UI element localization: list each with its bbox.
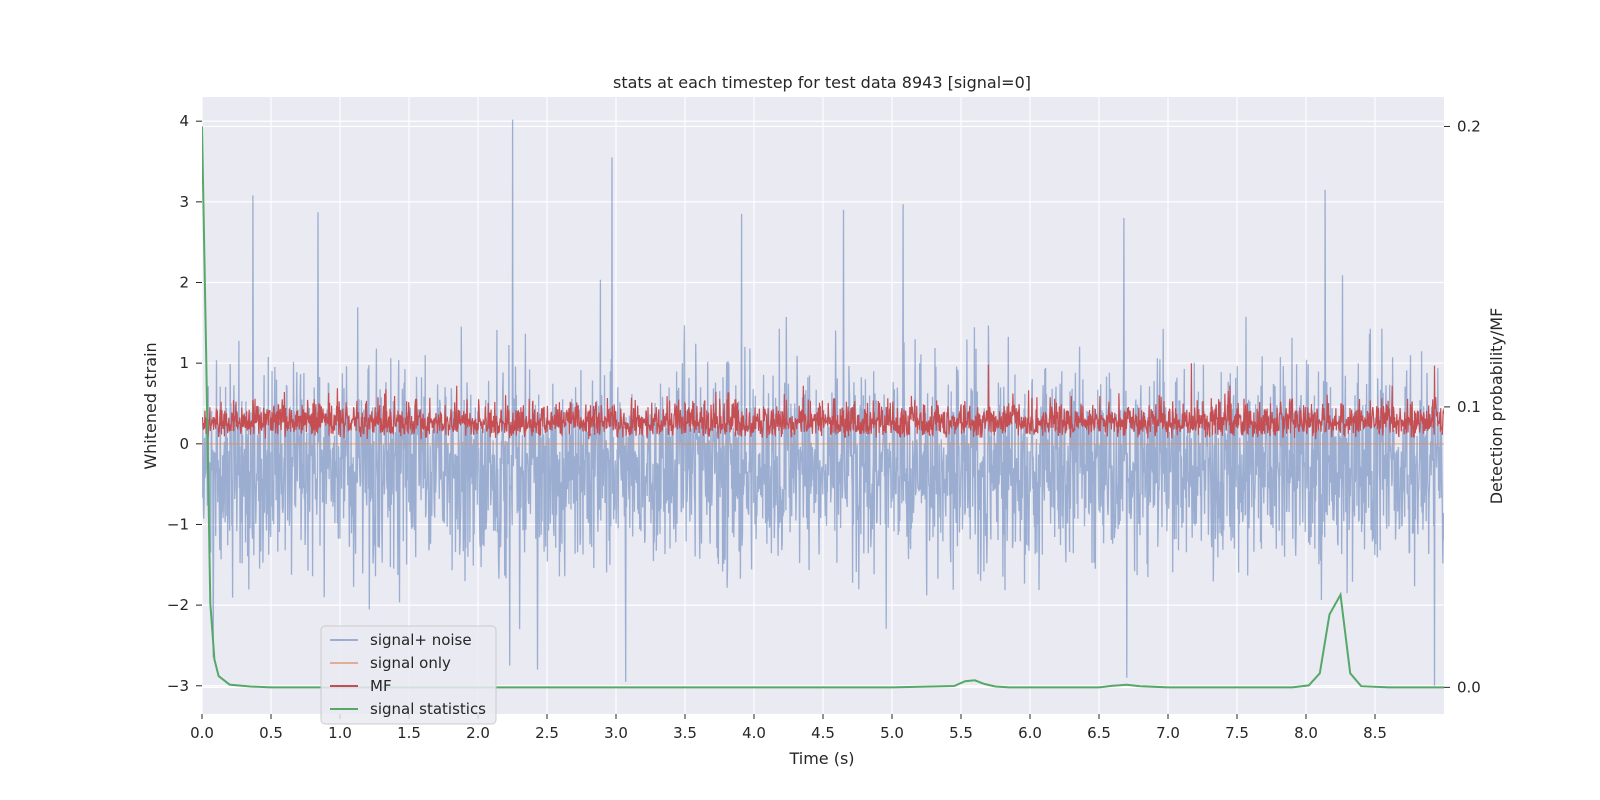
y-tick-label: −1 bbox=[167, 515, 189, 533]
x-tick-label: 1.0 bbox=[328, 724, 352, 742]
y-tick-label: 3 bbox=[179, 193, 189, 211]
y2-tick-label: 0.0 bbox=[1457, 678, 1481, 696]
legend-label-mf: MF bbox=[370, 677, 392, 695]
x-tick-label: 6.5 bbox=[1087, 724, 1111, 742]
x-tick-label: 4.0 bbox=[742, 724, 766, 742]
y2-tick-label: 0.2 bbox=[1457, 117, 1481, 135]
x-tick-label: 8.0 bbox=[1294, 724, 1318, 742]
series-signal-noise-line bbox=[202, 119, 1444, 686]
series-signal-statistics-line bbox=[202, 126, 1444, 689]
y-tick-label: 1 bbox=[179, 354, 189, 372]
x-tick-label: 3.5 bbox=[673, 724, 697, 742]
x-tick-label: 4.5 bbox=[811, 724, 835, 742]
series-layer bbox=[202, 119, 1444, 689]
y-axis: 4 3 2 1 0 −1 −2 −3 bbox=[167, 112, 202, 695]
x-tick-label: 0.5 bbox=[259, 724, 283, 742]
x-tick-label: 6.0 bbox=[1018, 724, 1042, 742]
x-tick-label: 1.5 bbox=[397, 724, 421, 742]
legend-label-signal-statistics: signal statistics bbox=[370, 700, 486, 718]
y2-axis-label: Detection probability/MF bbox=[1487, 308, 1506, 505]
y-tick-label: −2 bbox=[167, 596, 189, 614]
series-mf-line bbox=[202, 363, 1444, 440]
legend: signal+ noise signal only MF signal stat… bbox=[320, 625, 497, 725]
x-tick-label: 7.5 bbox=[1225, 724, 1249, 742]
x-tick-label: 2.0 bbox=[466, 724, 490, 742]
legend-label-signal-noise: signal+ noise bbox=[370, 631, 472, 649]
x-tick-label: 3.0 bbox=[604, 724, 628, 742]
y-axis-label: Whitened strain bbox=[141, 342, 160, 469]
x-tick-label: 7.0 bbox=[1156, 724, 1180, 742]
y-tick-label: 2 bbox=[179, 274, 189, 292]
x-tick-label: 2.5 bbox=[535, 724, 559, 742]
legend-frame bbox=[320, 625, 497, 725]
y-tick-label: 4 bbox=[179, 112, 189, 130]
y-tick-label: 0 bbox=[179, 435, 189, 453]
chart-title: stats at each timestep for test data 894… bbox=[613, 73, 1031, 92]
x-axis-label: Time (s) bbox=[788, 749, 854, 768]
x-tick-label: 8.5 bbox=[1363, 724, 1387, 742]
y2-axis: 0.2 0.1 0.0 bbox=[1444, 117, 1481, 696]
x-tick-label: 0.0 bbox=[190, 724, 214, 742]
x-axis: 0.0 0.5 1.0 1.5 2.0 2.5 3.0 3.5 4.0 4.5 5.0 5.5 6.0 6… bbox=[190, 714, 1387, 742]
x-tick-label: 5.5 bbox=[949, 724, 973, 742]
y2-tick-label: 0.1 bbox=[1457, 398, 1481, 416]
y-tick-label: −3 bbox=[167, 677, 189, 695]
x-tick-label: 5.0 bbox=[880, 724, 904, 742]
legend-label-signal-only: signal only bbox=[370, 654, 451, 672]
